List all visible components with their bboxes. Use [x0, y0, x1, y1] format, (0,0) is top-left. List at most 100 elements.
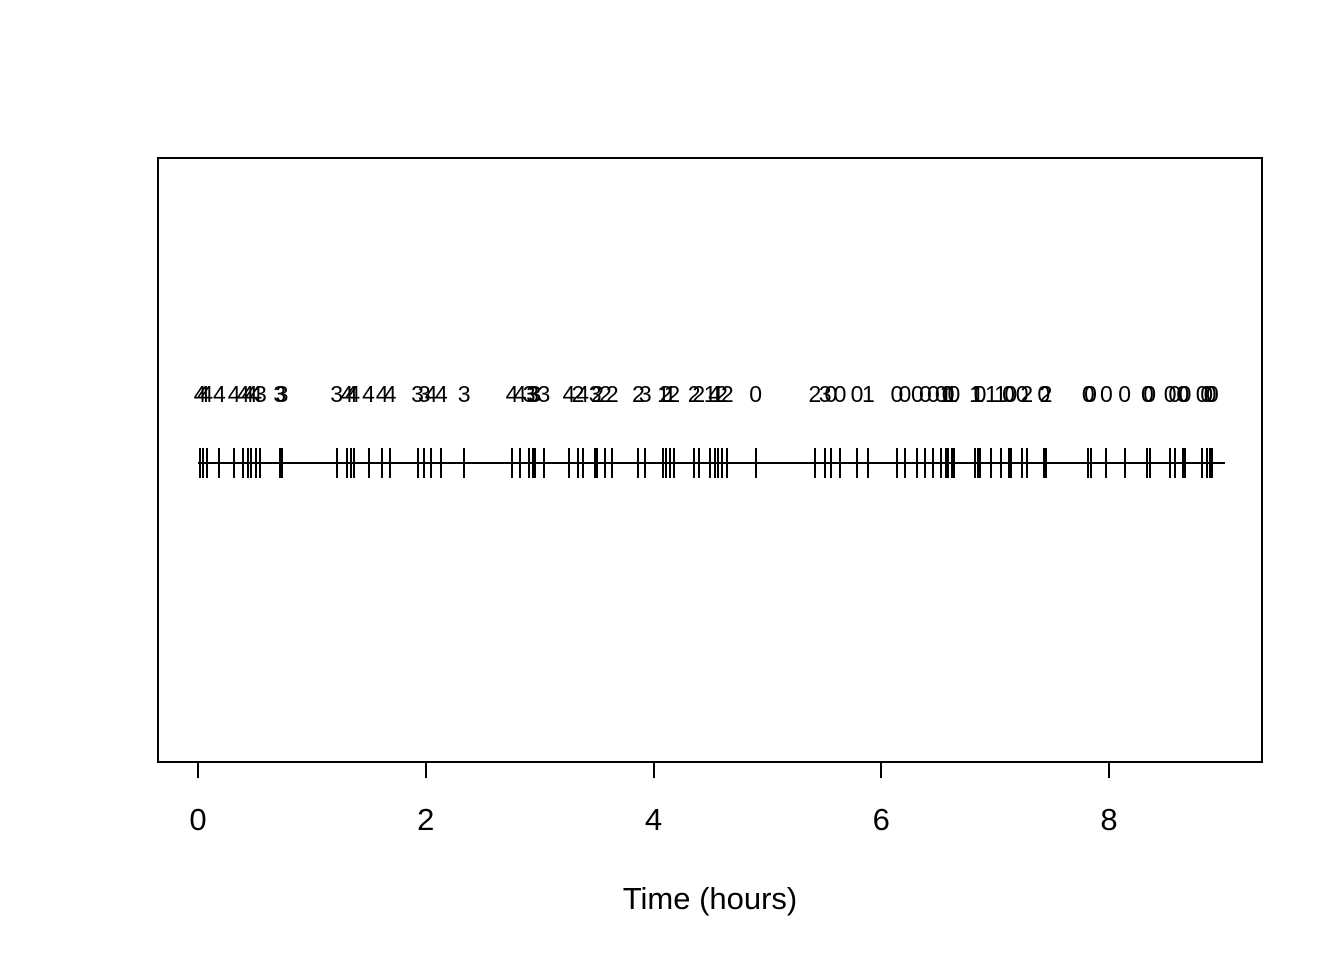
event-tick [916, 448, 919, 478]
event-label: 3 [457, 381, 471, 407]
event-tick [1201, 448, 1204, 478]
event-tick [924, 448, 927, 478]
event-label: 2 [715, 381, 728, 407]
event-label: 3 [588, 381, 602, 407]
event-label: 4 [576, 381, 590, 407]
event-tick [932, 448, 935, 478]
event-label: 1 [711, 381, 725, 407]
event-label: 4 [197, 381, 210, 407]
event-tick [947, 448, 950, 478]
x-axis-tick [424, 763, 427, 778]
event-label: 1 [862, 381, 875, 407]
event-tick [250, 448, 253, 478]
event-label: 3 [537, 381, 551, 407]
event-tick [693, 448, 696, 478]
event-tick [416, 448, 419, 478]
event-tick [533, 448, 536, 478]
event-label: 2 [632, 381, 645, 407]
event-tick [199, 448, 201, 478]
event-label: 4 [340, 381, 354, 407]
event-label: 0 [1203, 381, 1217, 407]
event-tick [726, 448, 729, 478]
event-tick [278, 448, 281, 478]
event-tick [577, 448, 580, 478]
event-label: 0 [1176, 381, 1190, 407]
event-label: 2 [687, 381, 701, 407]
x-axis-tick [652, 763, 655, 778]
event-label: 0 [1163, 381, 1177, 407]
event-tick [596, 448, 599, 478]
x-axis-tick [1108, 763, 1110, 778]
event-tick [542, 448, 545, 478]
event-tick [720, 448, 723, 478]
event-label: 4 [708, 381, 722, 407]
event-label: 0 [1195, 381, 1209, 407]
event-tick [1181, 448, 1184, 478]
event-label: 4 [249, 381, 263, 407]
event-tick [1173, 448, 1176, 478]
event-tick [233, 448, 236, 478]
event-tick [1042, 448, 1045, 478]
event-label: 3 [818, 381, 832, 407]
event-label: 0 [1015, 381, 1029, 407]
event-tick [1209, 448, 1212, 478]
event-label: 4 [241, 381, 255, 407]
event-label: 4 [383, 381, 397, 407]
event-tick [644, 448, 647, 478]
event-label: 0 [947, 381, 961, 407]
event-label: 0 [1100, 381, 1113, 407]
event-label: 4 [362, 381, 375, 407]
event-label: 0 [1141, 381, 1154, 407]
event-label: 4 [424, 381, 438, 407]
event-label: 0 [1118, 381, 1132, 407]
event-label: 2 [720, 381, 734, 407]
event-label: 0 [898, 381, 912, 407]
event-tick [528, 448, 531, 478]
event-tick [246, 448, 249, 478]
event-tick [280, 448, 283, 478]
event-tick [1211, 448, 1214, 478]
event-label: 4 [244, 381, 258, 407]
event-tick [976, 448, 979, 478]
x-axis-title: Time (hours) [622, 881, 798, 916]
event-tick [950, 448, 953, 478]
event-label: 0 [1037, 381, 1051, 407]
event-tick [531, 448, 534, 478]
event-tick [664, 448, 667, 478]
event-label: 3 [638, 381, 652, 407]
event-tick [511, 448, 514, 478]
event-tick [259, 448, 262, 478]
event-tick [940, 448, 943, 478]
event-label: 0 [1168, 381, 1182, 407]
event-label: 4 [375, 381, 389, 407]
x-axis-tick-label: 0 [189, 802, 207, 837]
event-label: 2 [692, 381, 706, 407]
event-tick [581, 448, 584, 478]
event-label: 2 [571, 381, 585, 407]
event-tick [903, 448, 906, 478]
event-label: 1 [971, 381, 985, 407]
event-label: 4 [212, 381, 226, 407]
event-tick [367, 448, 370, 478]
event-label: 1 [994, 381, 1007, 407]
event-label: 4 [562, 381, 576, 407]
event-label: 3 [273, 381, 287, 407]
event-label: 0 [973, 381, 987, 407]
event-tick [697, 448, 700, 478]
event-tick [1148, 448, 1151, 478]
event-label: 0 [1004, 381, 1018, 407]
event-label: 3 [411, 381, 424, 407]
event-label: 3 [275, 381, 289, 407]
event-tick [1169, 448, 1172, 478]
event-tick [672, 448, 675, 478]
event-tick [1087, 448, 1090, 478]
event-tick [594, 448, 597, 478]
event-label: 0 [911, 381, 924, 407]
event-tick [717, 448, 720, 478]
event-label: 4 [227, 381, 241, 407]
event-label: 4 [193, 381, 207, 407]
event-tick [254, 448, 257, 478]
event-tick [1146, 448, 1149, 478]
event-label: 3 [528, 381, 542, 407]
